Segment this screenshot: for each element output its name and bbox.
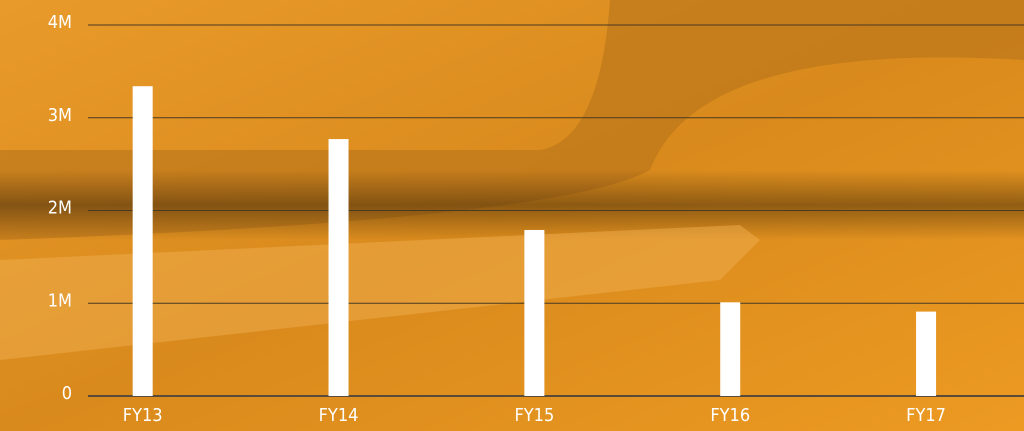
y-tick-label: 3M (48, 105, 72, 126)
x-tick-label: FY14 (319, 405, 359, 426)
bar (132, 86, 153, 396)
y-tick-label: 4M (48, 12, 72, 33)
bar (916, 311, 937, 396)
y-tick-label: 0 (62, 383, 72, 404)
bar (328, 139, 349, 396)
shadow (0, 170, 1024, 240)
bar (524, 229, 545, 396)
x-tick-label: FY17 (906, 405, 946, 426)
x-tick-label: FY15 (514, 405, 554, 426)
x-tick-label: FY13 (123, 405, 163, 426)
y-tick-label: 2M (48, 198, 72, 219)
x-tick-label: FY16 (710, 405, 750, 426)
y-tick-label: 1M (48, 290, 72, 311)
pen-shape (0, 225, 760, 360)
bar (720, 302, 741, 396)
